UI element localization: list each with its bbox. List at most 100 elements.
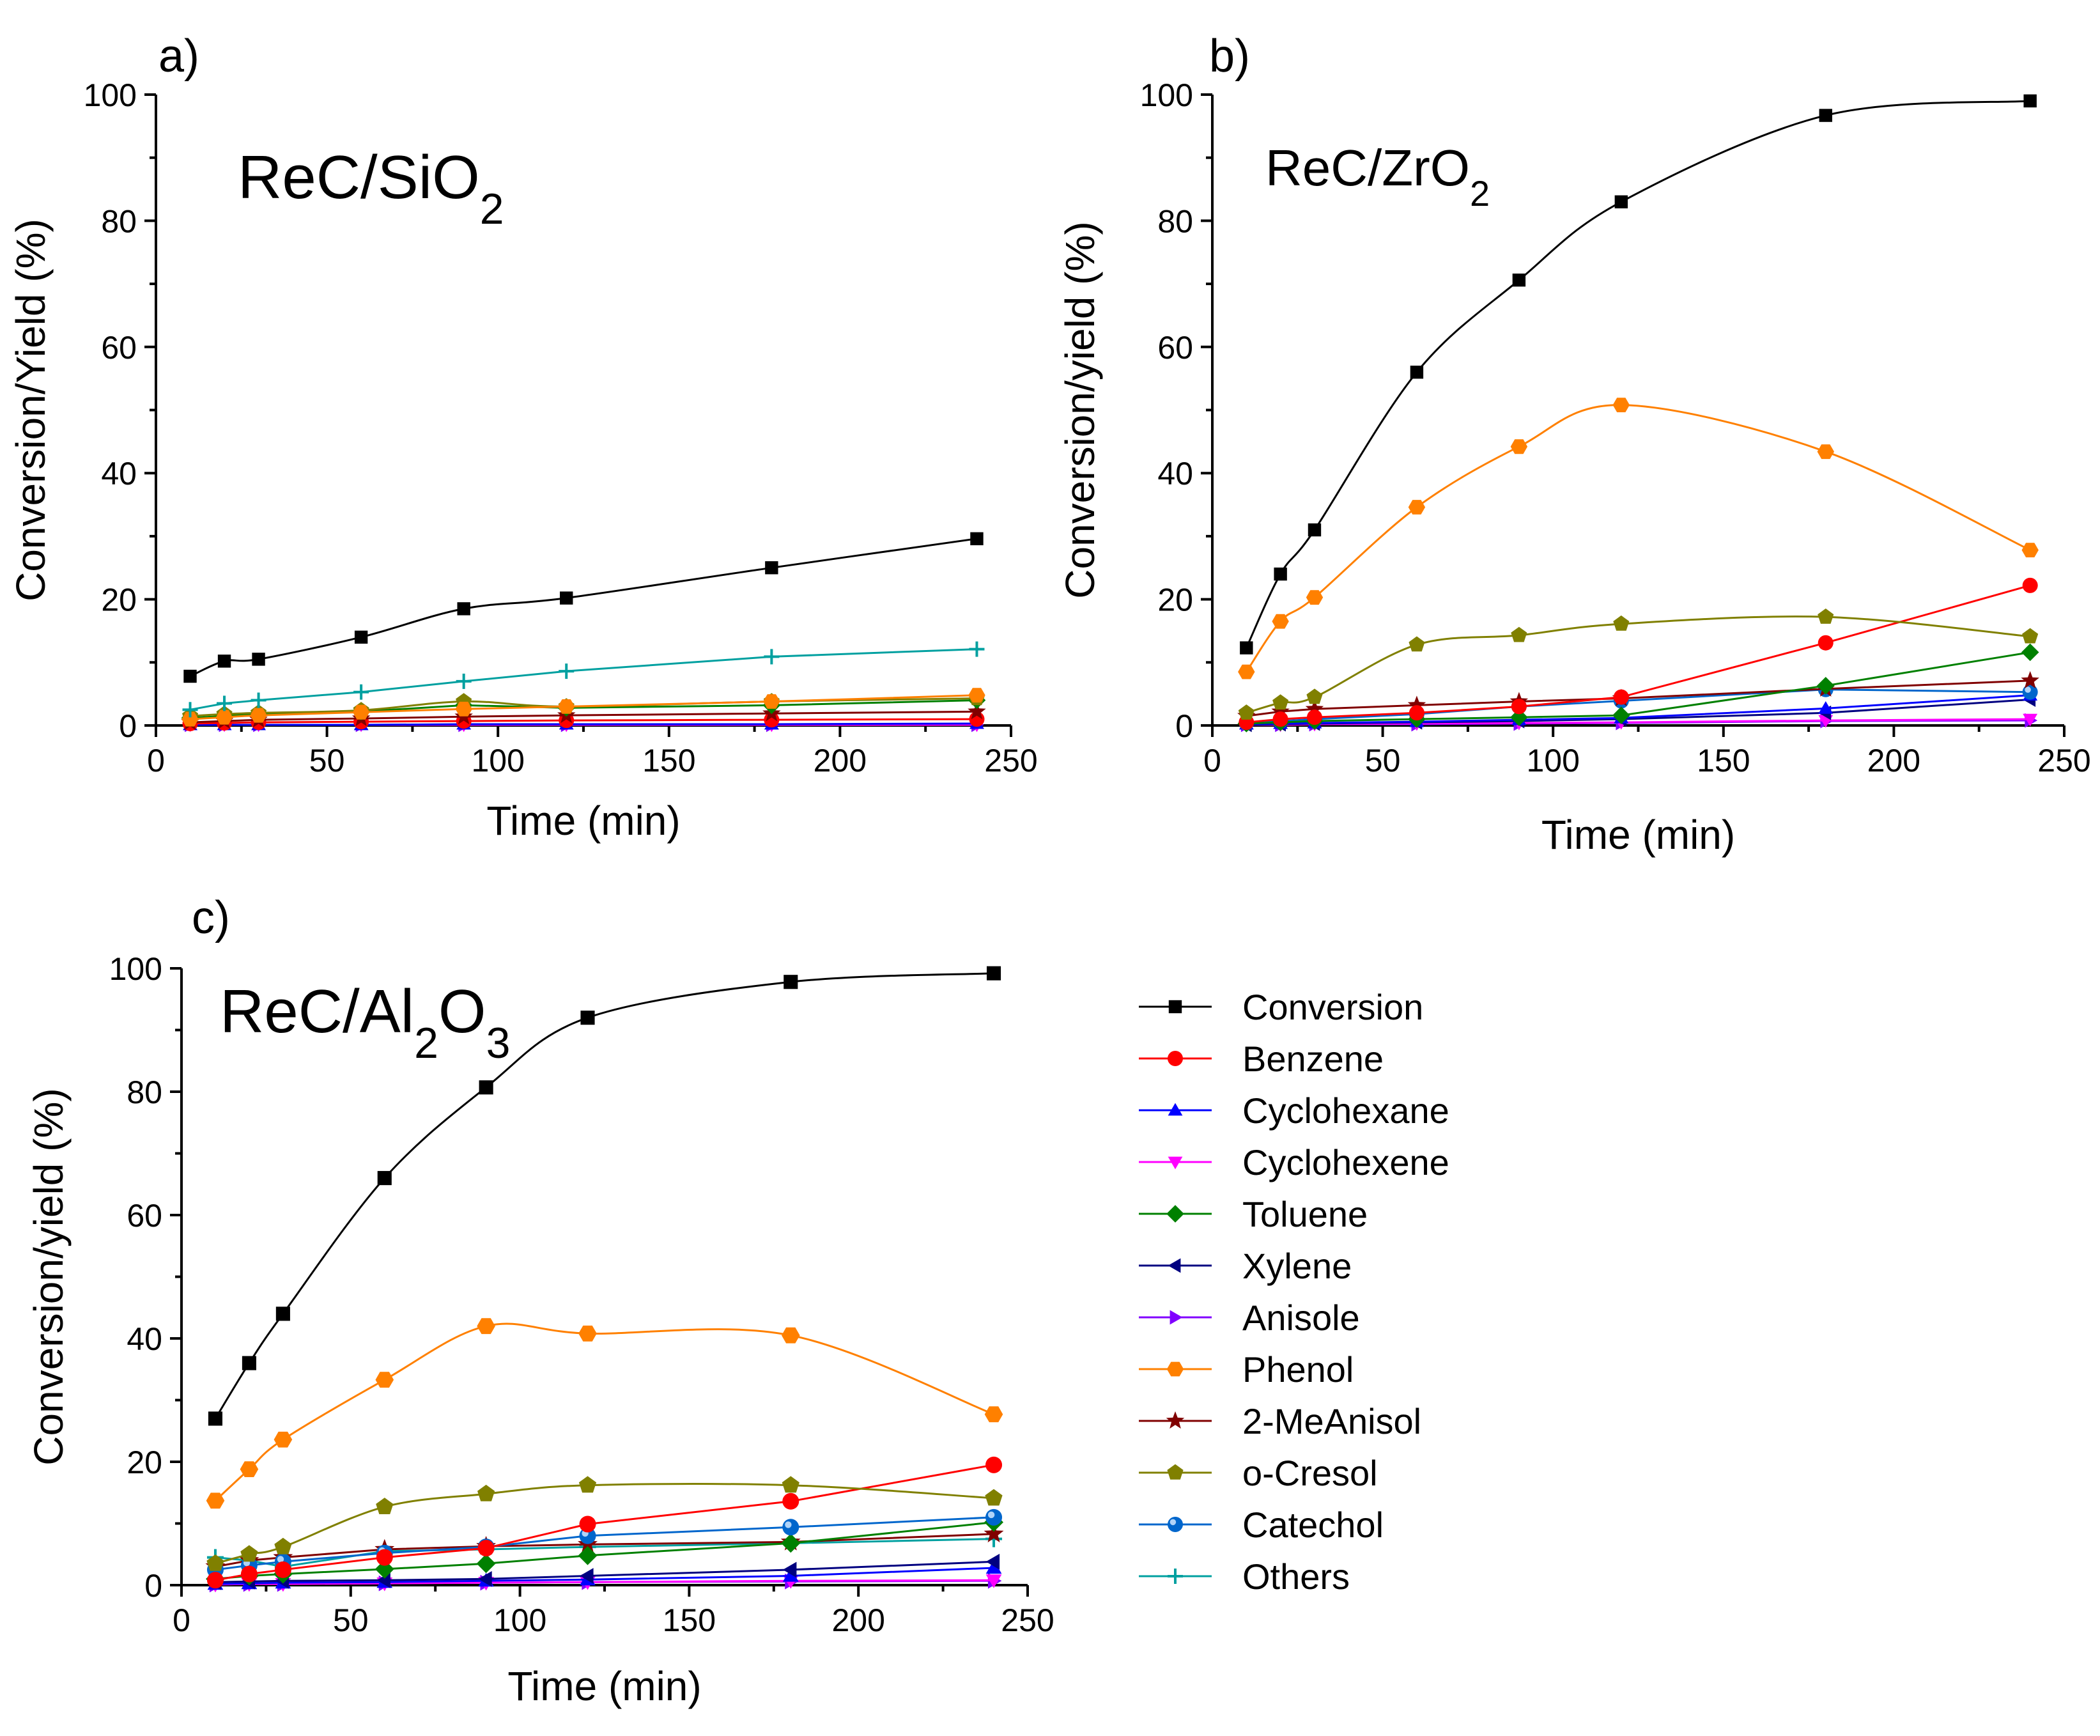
data-point xyxy=(1409,705,1424,721)
legend-label: Benzene xyxy=(1242,1039,1384,1079)
series-line xyxy=(1246,679,2030,717)
legend-label: Phenol xyxy=(1242,1349,1354,1390)
data-point xyxy=(764,649,780,665)
x-tick-label: 0 xyxy=(147,743,165,779)
data-point xyxy=(1512,273,1526,287)
data-point xyxy=(377,1171,392,1186)
x-tick-label: 250 xyxy=(2037,743,2090,779)
data-point xyxy=(477,1540,495,1557)
x-tick-label: 200 xyxy=(831,1602,884,1638)
data-point xyxy=(559,663,575,679)
catalyst-name-tail: O xyxy=(438,977,486,1046)
data-point xyxy=(579,1515,596,1533)
data-point xyxy=(479,1080,493,1095)
data-point xyxy=(985,1508,1003,1526)
series-others xyxy=(182,641,985,718)
data-point xyxy=(1612,706,1630,724)
data-point xyxy=(985,1489,1003,1506)
data-point xyxy=(252,653,265,666)
data-point xyxy=(274,1431,293,1448)
data-point xyxy=(558,699,575,714)
series-toluene xyxy=(206,1512,1003,1589)
legend-marker xyxy=(1167,1464,1184,1480)
data-point xyxy=(1272,614,1289,629)
data-point xyxy=(274,1537,292,1554)
series-line xyxy=(1246,651,2030,725)
x-tick-label: 100 xyxy=(471,743,524,779)
data-point xyxy=(2022,628,2039,644)
legend-item-cyclohexane: Cyclohexane xyxy=(1139,1090,1449,1131)
data-point xyxy=(275,1306,290,1321)
data-point xyxy=(183,669,197,683)
legend-item-catechol: Catechol xyxy=(1139,1505,1384,1545)
data-point xyxy=(781,1533,801,1553)
series-o-cresol xyxy=(1238,608,2039,720)
legend-label: Catechol xyxy=(1242,1505,1384,1545)
series-conversion xyxy=(183,532,984,683)
x-tick-label: 100 xyxy=(1526,743,1579,779)
y-tick-label: 60 xyxy=(127,1198,162,1234)
panel-letter: c) xyxy=(192,892,230,943)
series-line xyxy=(190,694,977,720)
data-point xyxy=(1274,567,1287,581)
legend-marker xyxy=(1168,1258,1181,1273)
y-tick-label: 100 xyxy=(1140,77,1193,113)
y-tick-label: 100 xyxy=(84,77,137,113)
series-line xyxy=(1246,584,2031,724)
plot-area xyxy=(1237,94,2039,732)
data-point xyxy=(985,1456,1003,1473)
legend-label: Others xyxy=(1242,1556,1350,1597)
data-point xyxy=(1272,711,1288,727)
legend-label: 2-MeAnisol xyxy=(1242,1401,1421,1441)
data-point xyxy=(984,1406,1003,1423)
y-tick-label: 80 xyxy=(127,1074,162,1110)
y-tick-label: 100 xyxy=(109,951,162,987)
data-point xyxy=(217,655,231,668)
x-tick-label: 100 xyxy=(493,1602,546,1638)
legend-label: Toluene xyxy=(1242,1194,1368,1234)
data-point xyxy=(353,684,369,700)
catalyst-subscript: 2 xyxy=(414,1019,438,1067)
catalyst-subscript-2: 3 xyxy=(486,1019,511,1067)
legend-marker xyxy=(1168,1103,1183,1116)
data-point xyxy=(763,694,780,709)
data-point xyxy=(352,704,370,720)
data-point xyxy=(578,1325,597,1342)
legend: Conversion Benzene Cyclohexane Cyclohexene T… xyxy=(1139,987,1449,1597)
data-point xyxy=(478,1571,492,1587)
data-point xyxy=(782,1476,799,1493)
data-point xyxy=(1511,626,1527,642)
data-point xyxy=(376,1498,394,1514)
data-point xyxy=(206,1492,225,1509)
y-tick-label: 80 xyxy=(1157,203,1193,239)
series-phenol xyxy=(1238,398,2039,679)
y-tick-label: 0 xyxy=(119,708,137,744)
y-tick-label: 40 xyxy=(127,1321,162,1357)
y-tick-label: 40 xyxy=(1157,456,1193,492)
legend-item-anisole: Anisole xyxy=(1139,1298,1360,1338)
data-point xyxy=(1238,704,1255,720)
data-point xyxy=(240,1565,258,1583)
data-point xyxy=(215,709,233,725)
data-point xyxy=(784,975,798,989)
data-point xyxy=(181,711,199,727)
data-point xyxy=(182,702,198,718)
data-point xyxy=(1305,699,1324,717)
catalyst-name: ReC/SiO xyxy=(238,143,480,212)
y-axis-label: Conversion/Yield (%) xyxy=(8,219,54,601)
data-point xyxy=(968,702,986,720)
legend-marker xyxy=(1168,1051,1183,1066)
data-point xyxy=(1306,688,1323,704)
y-tick-label: 0 xyxy=(1175,708,1193,744)
x-tick-label: 0 xyxy=(1203,743,1221,779)
data-point xyxy=(1408,500,1426,515)
x-tick-label: 150 xyxy=(1697,743,1750,779)
data-point xyxy=(1510,708,1528,726)
data-point xyxy=(580,1011,595,1025)
x-tick-label: 200 xyxy=(814,743,867,779)
x-tick-label: 50 xyxy=(1365,743,1401,779)
legend-label: o-Cresol xyxy=(1242,1453,1378,1493)
data-point xyxy=(2023,713,2038,727)
data-point xyxy=(1614,195,1628,208)
data-point xyxy=(984,1523,1004,1543)
